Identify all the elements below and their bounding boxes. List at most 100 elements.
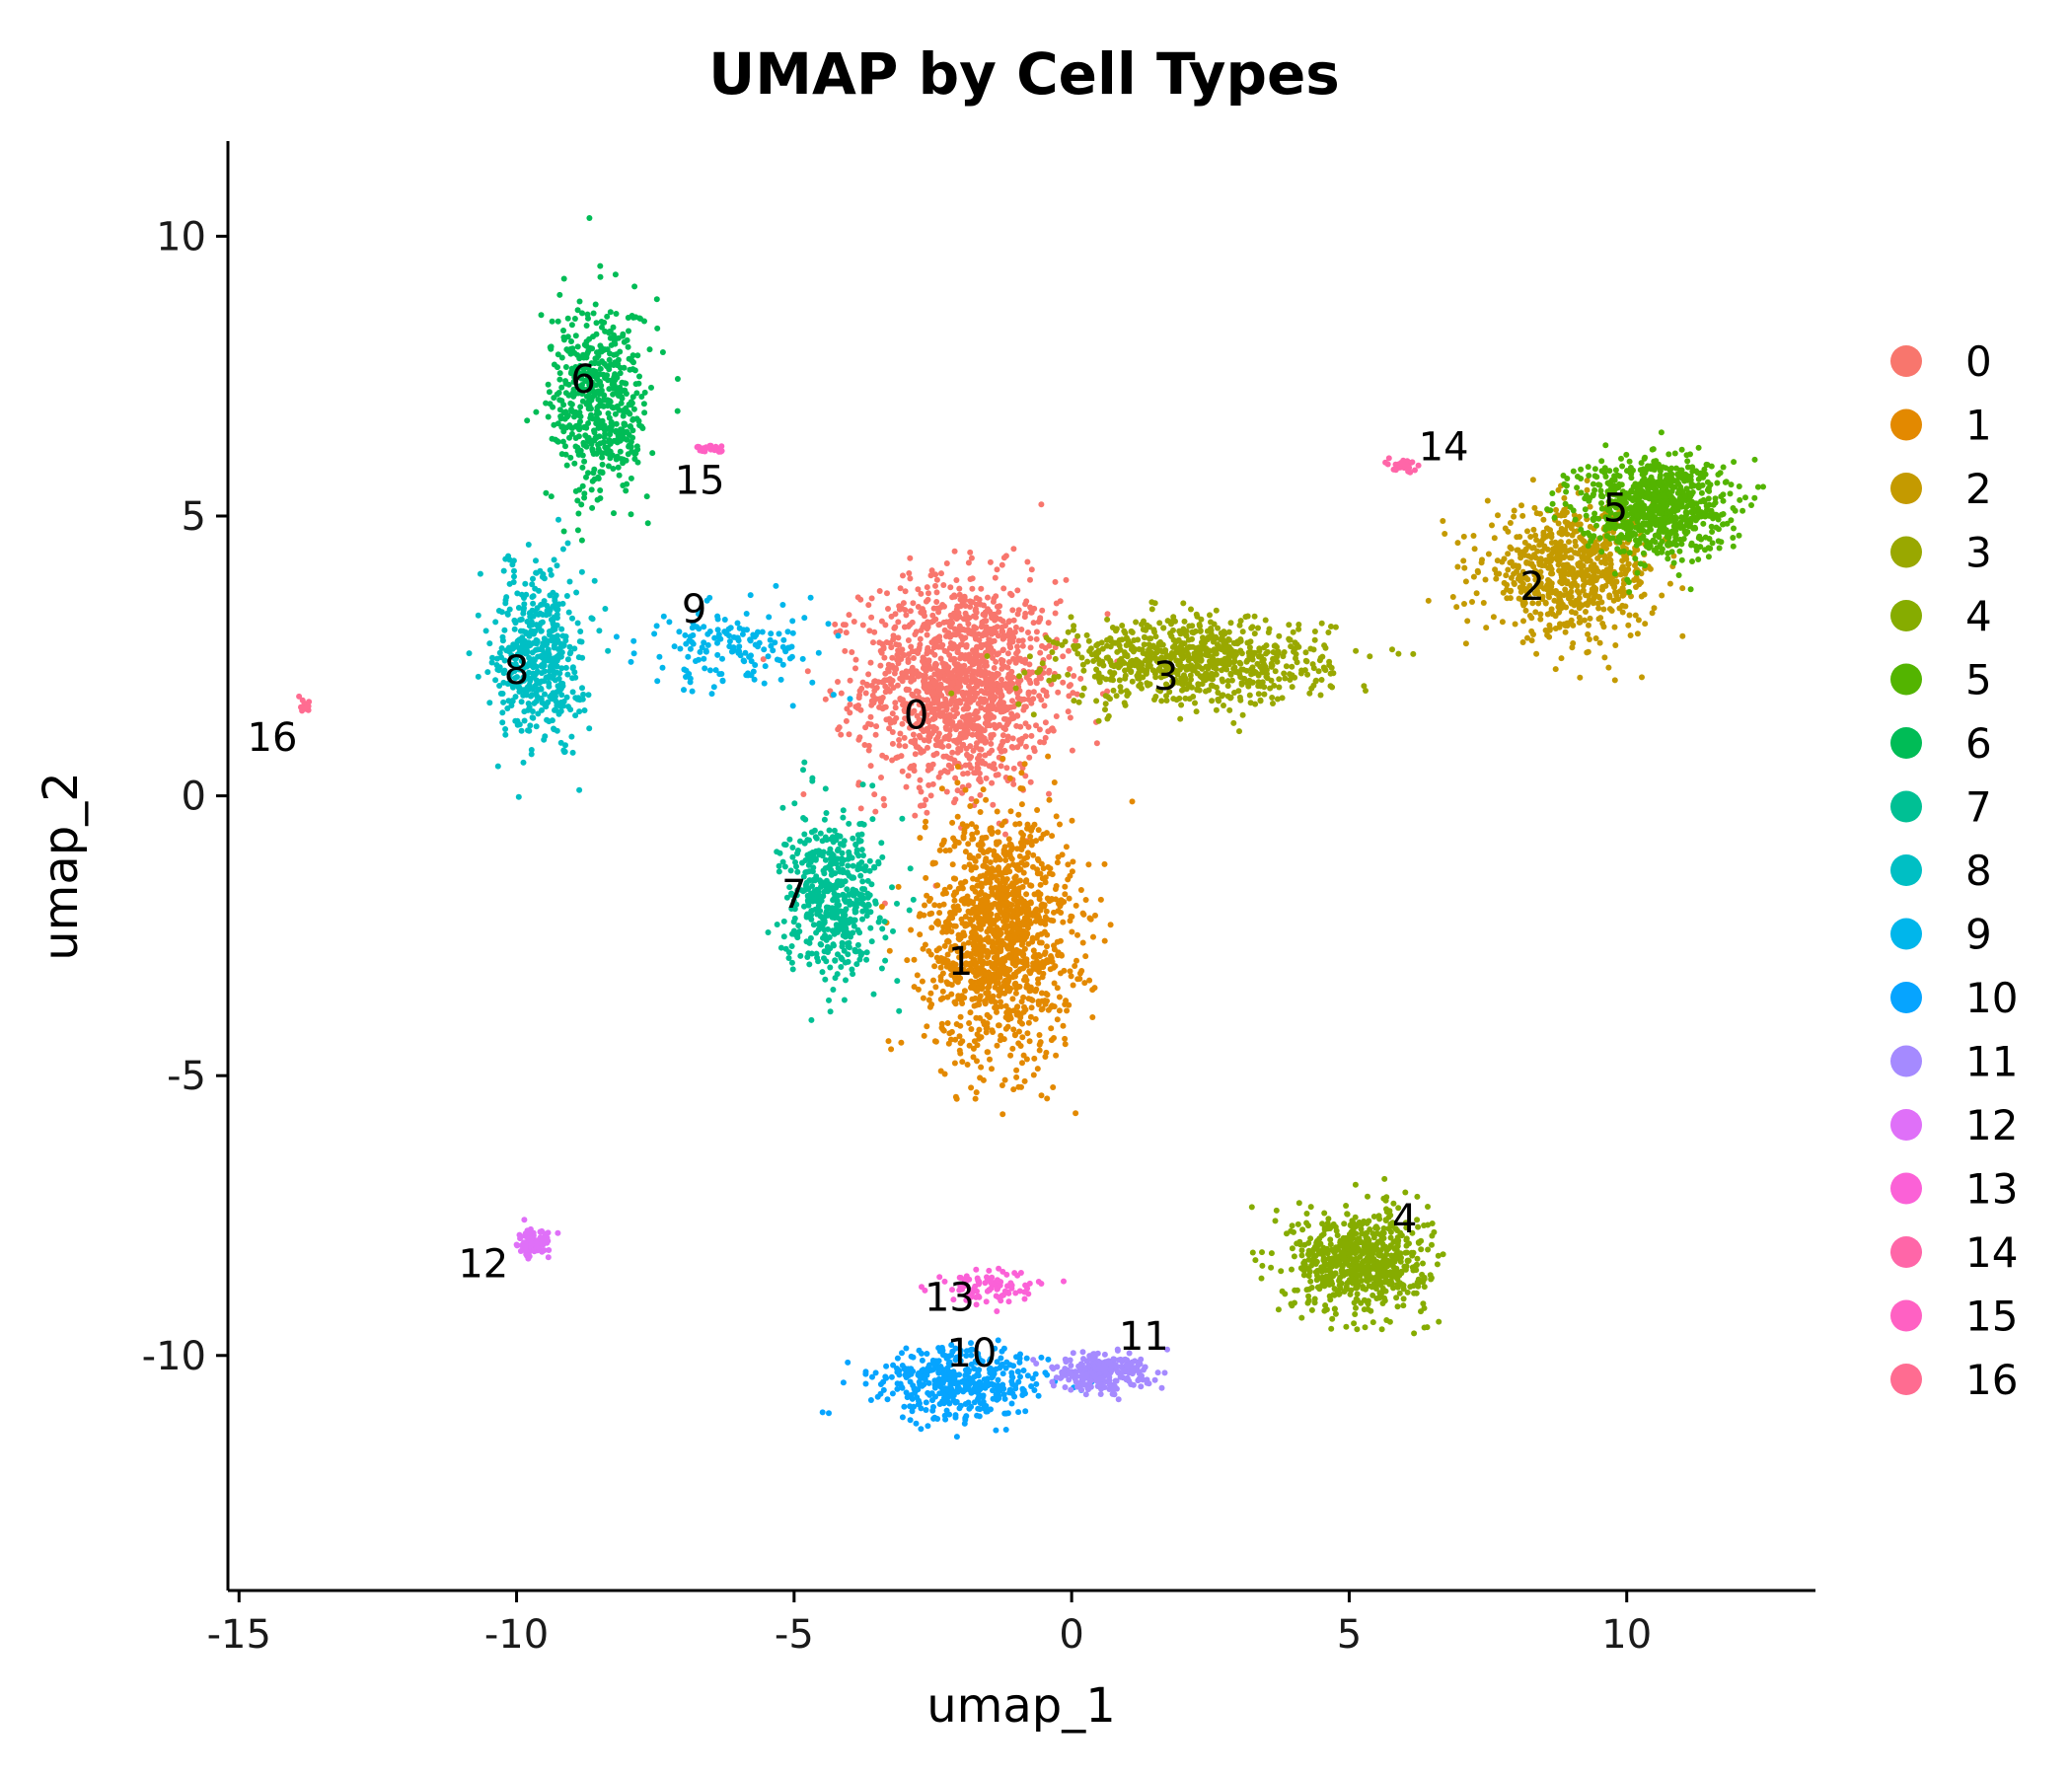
point-cluster-1	[933, 947, 940, 954]
point-cluster-4	[1404, 1289, 1411, 1295]
point-cluster-0	[915, 650, 922, 656]
point-cluster-0	[894, 651, 901, 658]
point-cluster-3	[1208, 682, 1215, 689]
point-cluster-0	[1004, 737, 1010, 744]
point-cluster-2	[1547, 557, 1554, 564]
point-cluster-4	[1268, 1264, 1275, 1271]
point-cluster-0	[862, 690, 869, 697]
point-cluster-1	[981, 850, 987, 856]
point-cluster-1	[938, 1020, 945, 1027]
point-cluster-0	[945, 755, 952, 762]
point-cluster-0	[988, 740, 995, 747]
point-cluster-2	[1632, 612, 1639, 619]
point-cluster-3	[1188, 606, 1194, 613]
point-cluster-0	[1055, 689, 1062, 696]
point-cluster-1	[1021, 1077, 1028, 1084]
point-cluster-3	[1043, 634, 1050, 641]
point-cluster-0	[981, 657, 988, 664]
point-cluster-0	[910, 693, 917, 700]
point-cluster-1	[966, 854, 973, 861]
point-cluster-0	[949, 722, 956, 729]
point-cluster-4	[1311, 1243, 1318, 1250]
point-cluster-1	[1030, 863, 1036, 870]
point-cluster-1	[1027, 882, 1034, 889]
point-cluster-0	[957, 603, 964, 610]
point-cluster-0	[889, 654, 896, 661]
point-cluster-1	[1062, 883, 1069, 890]
point-cluster-1	[917, 911, 924, 918]
point-cluster-3	[1127, 662, 1134, 669]
point-cluster-2	[1530, 526, 1537, 533]
point-cluster-4	[1344, 1269, 1351, 1276]
point-cluster-1	[1024, 825, 1030, 832]
point-cluster-0	[966, 683, 972, 690]
point-cluster-0	[876, 588, 883, 594]
point-cluster-2	[1590, 567, 1595, 574]
point-cluster-0	[1030, 745, 1037, 752]
point-cluster-4	[1411, 1330, 1418, 1337]
point-cluster-0	[998, 699, 1003, 704]
point-cluster-0	[976, 752, 983, 759]
point-cluster-3	[1065, 629, 1072, 635]
point-cluster-0	[947, 612, 954, 619]
point-cluster-3	[1230, 719, 1237, 726]
point-cluster-0	[953, 577, 960, 583]
point-cluster-0	[1042, 719, 1049, 726]
point-cluster-3	[1261, 691, 1268, 698]
point-cluster-0	[973, 609, 980, 616]
point-cluster-0	[865, 602, 872, 609]
point-cluster-2	[1462, 578, 1469, 585]
point-cluster-1	[976, 970, 983, 977]
point-cluster-4	[1291, 1253, 1297, 1260]
point-cluster-4	[1289, 1245, 1295, 1252]
point-cluster-2	[1607, 551, 1613, 557]
point-cluster-1	[1022, 1006, 1029, 1013]
point-cluster-3	[1122, 672, 1129, 679]
point-cluster-3	[1242, 614, 1249, 621]
point-cluster-1	[951, 843, 958, 850]
point-cluster-0	[1046, 667, 1053, 674]
point-cluster-0	[943, 560, 950, 566]
point-cluster-3	[1075, 699, 1082, 705]
point-cluster-1	[938, 785, 945, 792]
point-cluster-0	[923, 598, 929, 605]
point-cluster-2	[1454, 540, 1461, 547]
point-cluster-4	[1352, 1311, 1359, 1317]
point-cluster-0	[962, 603, 969, 609]
point-cluster-0	[999, 629, 1005, 635]
point-cluster-2	[1507, 544, 1514, 551]
point-cluster-3	[1071, 698, 1077, 704]
point-cluster-3	[1172, 638, 1179, 645]
point-cluster-4	[1424, 1324, 1431, 1331]
point-cluster-0	[944, 678, 951, 685]
point-cluster-2	[1586, 636, 1592, 642]
point-cluster-0	[938, 570, 944, 577]
point-cluster-1	[1038, 902, 1045, 909]
point-cluster-0	[951, 713, 958, 720]
point-cluster-4	[1372, 1242, 1379, 1249]
point-cluster-2	[1460, 533, 1467, 540]
point-cluster-0	[835, 679, 841, 685]
point-cluster-3	[1274, 658, 1281, 665]
point-cluster-0	[914, 712, 921, 719]
point-cluster-0	[983, 775, 990, 781]
point-cluster-3	[1269, 695, 1276, 701]
point-cluster-4	[1299, 1226, 1306, 1233]
point-cluster-1	[1057, 970, 1064, 977]
point-cluster-1	[1078, 968, 1085, 974]
point-cluster-3	[1094, 673, 1101, 680]
point-cluster-0	[978, 585, 985, 592]
point-cluster-2	[1580, 582, 1587, 589]
point-cluster-0	[1005, 630, 1012, 637]
point-cluster-1	[1021, 761, 1028, 768]
point-cluster-1	[991, 918, 998, 925]
point-cluster-0	[992, 574, 999, 581]
point-cluster-1	[1003, 869, 1009, 876]
point-cluster-0	[966, 762, 973, 768]
point-cluster-2	[1562, 519, 1569, 525]
point-cluster-1	[1129, 798, 1136, 805]
point-cluster-3	[1282, 675, 1289, 682]
point-cluster-0	[1018, 627, 1025, 632]
point-cluster-0	[1006, 618, 1012, 625]
point-cluster-3	[1068, 614, 1074, 621]
